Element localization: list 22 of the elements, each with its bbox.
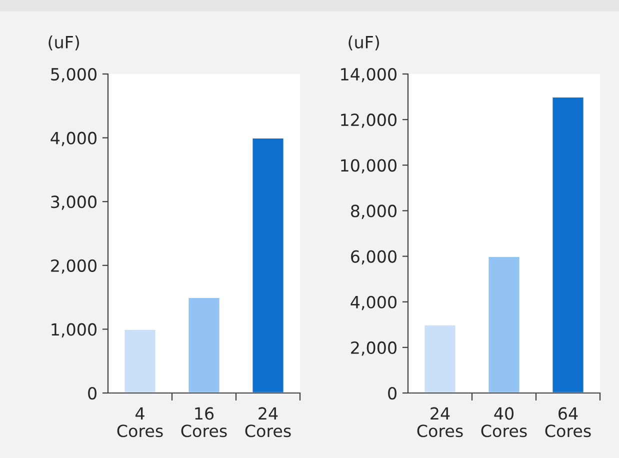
x-tick-label: 64 Cores <box>545 407 591 438</box>
y-tick-label: 0 <box>388 386 396 400</box>
y-tick-label: 2,000 <box>51 259 96 274</box>
x-tick-label: 24 Cores <box>245 407 291 438</box>
x-tick-label: 16 Cores <box>181 407 227 438</box>
y-tick-label: 2,000 <box>351 341 396 356</box>
y-tick-label: 14,000 <box>341 68 396 82</box>
y-tick-label: 10,000 <box>341 159 396 174</box>
y-tick-label: 8,000 <box>351 204 396 219</box>
x-tick-label: 40 Cores <box>481 407 527 438</box>
y-tick-label: 12,000 <box>341 114 396 128</box>
y-tick-label: 0 <box>88 386 96 400</box>
y-tick-label: 4,000 <box>350 296 396 310</box>
y-tick-label: 6,000 <box>351 250 396 265</box>
y-axis-title: (uF) <box>348 36 379 50</box>
y-tick-label: 3,000 <box>51 196 96 210</box>
y-tick-label: 4,000 <box>50 132 96 146</box>
y-tick-label: 5,000 <box>51 68 96 82</box>
x-tick-label: 24 Cores <box>417 407 463 438</box>
y-axis-title: (uF) <box>48 36 79 50</box>
x-tick-label: 4 Cores <box>117 407 163 438</box>
y-tick-label: 1,000 <box>52 323 96 338</box>
